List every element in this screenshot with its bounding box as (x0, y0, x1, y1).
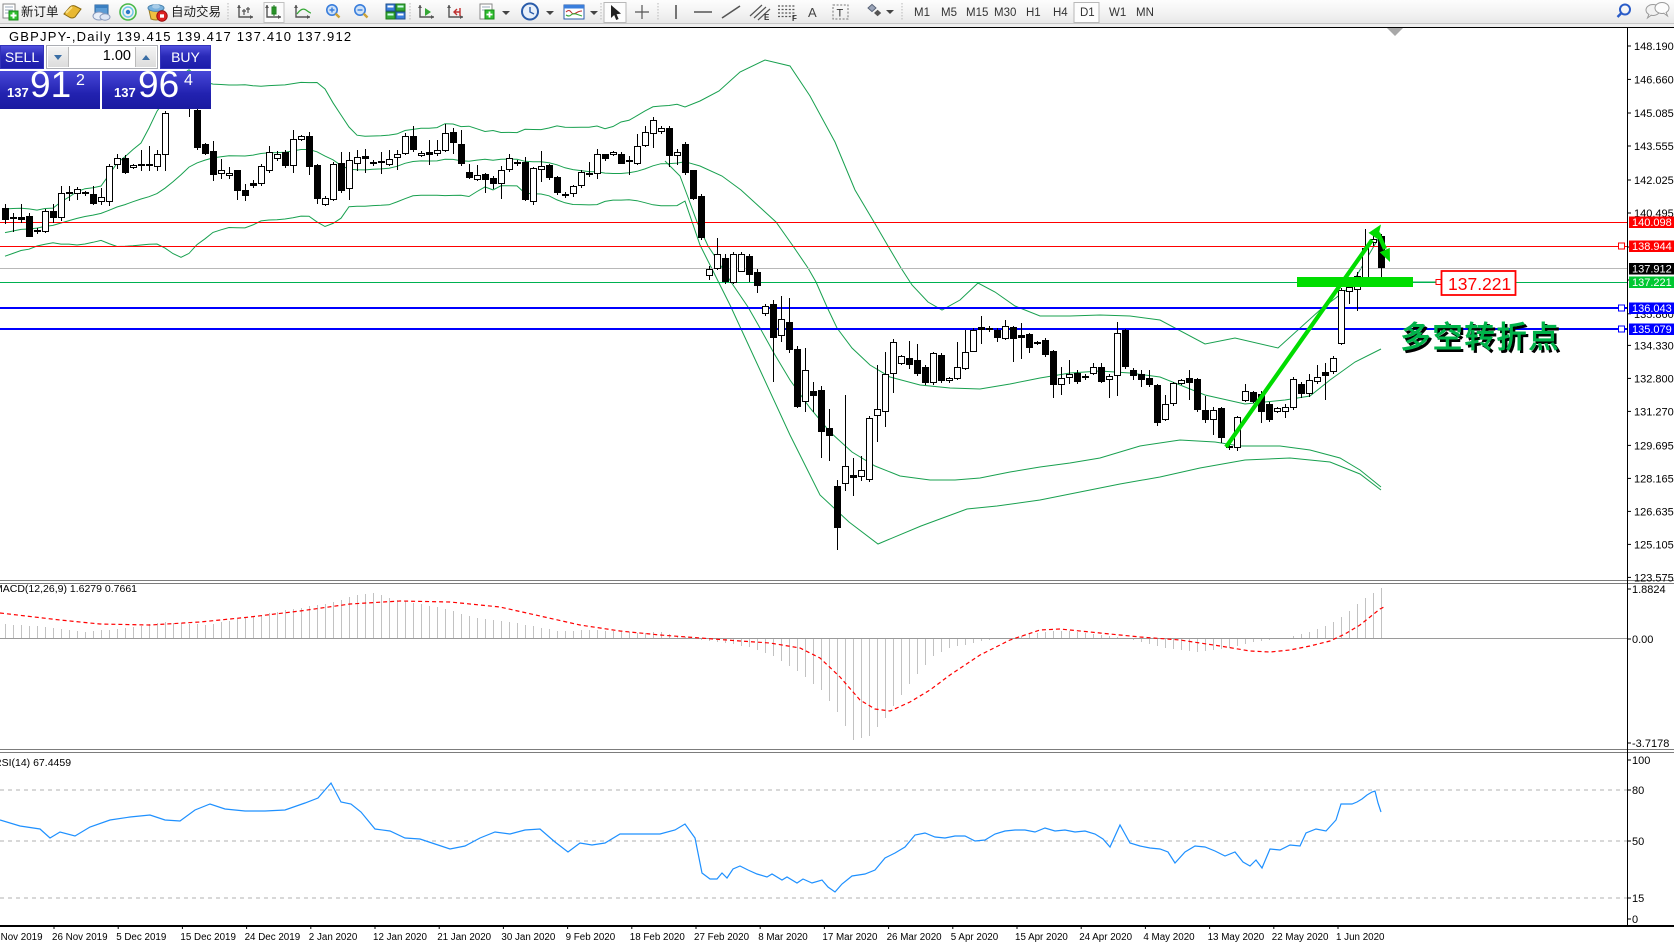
svg-text:-3.7178: -3.7178 (1632, 738, 1669, 750)
svg-text:145.085: 145.085 (1634, 108, 1674, 120)
svg-text:135.079: 135.079 (1632, 324, 1672, 336)
svg-text:138.944: 138.944 (1632, 241, 1672, 253)
svg-text:1 Jun 2020: 1 Jun 2020 (1336, 932, 1385, 943)
svg-text:26 Mar 2020: 26 Mar 2020 (887, 932, 943, 943)
svg-text:H4: H4 (1053, 7, 1068, 19)
svg-text:143.555: 143.555 (1634, 141, 1674, 153)
svg-text:17 Mar 2020: 17 Mar 2020 (822, 932, 878, 943)
svg-text:A: A (808, 5, 817, 20)
svg-text:137.912: 137.912 (1632, 264, 1672, 276)
svg-text:26 Nov 2019: 26 Nov 2019 (52, 932, 108, 943)
svg-text:13 May 2020: 13 May 2020 (1208, 932, 1265, 943)
svg-text:D1: D1 (1080, 7, 1095, 19)
svg-text:148.190: 148.190 (1634, 41, 1674, 53)
svg-text:146.660: 146.660 (1634, 74, 1674, 86)
svg-text:E: E (764, 13, 770, 22)
svg-text:123.575: 123.575 (1634, 572, 1674, 584)
svg-text:M30: M30 (994, 7, 1016, 19)
svg-text:M5: M5 (941, 7, 957, 19)
svg-text:50: 50 (1632, 836, 1644, 848)
svg-text:129.695: 129.695 (1634, 440, 1674, 452)
svg-text:9 Feb 2020: 9 Feb 2020 (566, 932, 616, 943)
svg-text:27 Feb 2020: 27 Feb 2020 (694, 932, 750, 943)
svg-text:新订单: 新订单 (21, 4, 59, 19)
svg-text:100: 100 (1632, 755, 1650, 767)
svg-text:RSI(14) 67.4459: RSI(14) 67.4459 (0, 757, 71, 769)
svg-text:21 Jan 2020: 21 Jan 2020 (437, 932, 491, 943)
svg-text:M1: M1 (914, 7, 930, 19)
svg-text:131.270: 131.270 (1634, 406, 1674, 418)
svg-text:8 Mar 2020: 8 Mar 2020 (758, 932, 808, 943)
svg-text:132.800: 132.800 (1634, 373, 1674, 385)
svg-text:5 Dec 2019: 5 Dec 2019 (116, 932, 166, 943)
svg-text:T: T (837, 8, 844, 20)
svg-text:137.221: 137.221 (1632, 277, 1672, 289)
svg-text:80: 80 (1632, 785, 1644, 797)
svg-text:2 Jan 2020: 2 Jan 2020 (309, 932, 358, 943)
svg-text:142.025: 142.025 (1634, 175, 1674, 187)
svg-text:W1: W1 (1109, 7, 1126, 19)
svg-text:0.00: 0.00 (1632, 634, 1653, 646)
svg-text:4 May 2020: 4 May 2020 (1143, 932, 1195, 943)
svg-text:134.330: 134.330 (1634, 340, 1674, 352)
svg-text:15 Apr 2020: 15 Apr 2020 (1015, 932, 1068, 943)
svg-text:24 Apr 2020: 24 Apr 2020 (1079, 932, 1132, 943)
svg-text:22 May 2020: 22 May 2020 (1272, 932, 1329, 943)
svg-text:136.043: 136.043 (1632, 303, 1672, 315)
svg-text:126.635: 126.635 (1634, 506, 1674, 518)
svg-text:1.8824: 1.8824 (1632, 584, 1666, 596)
svg-text:18 Feb 2020: 18 Feb 2020 (630, 932, 686, 943)
svg-text:F: F (792, 14, 797, 23)
svg-text:137.221: 137.221 (1448, 274, 1511, 294)
svg-text:125.105: 125.105 (1634, 539, 1674, 551)
svg-text:MACD(12,26,9) 1.6279 0.7661: MACD(12,26,9) 1.6279 0.7661 (0, 583, 137, 595)
svg-text:H1: H1 (1026, 7, 1041, 19)
svg-text:30 Jan 2020: 30 Jan 2020 (501, 932, 555, 943)
svg-text:多空转折点: 多空转折点 (1403, 324, 1563, 357)
svg-text:17 Nov 2019: 17 Nov 2019 (0, 932, 43, 943)
svg-text:多空转折点: 多空转折点 (1401, 322, 1561, 355)
svg-text:5 Apr 2020: 5 Apr 2020 (951, 932, 999, 943)
svg-text:0: 0 (1632, 914, 1638, 926)
svg-text:140.098: 140.098 (1632, 217, 1672, 229)
svg-text:M15: M15 (966, 7, 988, 19)
svg-text:24 Dec 2019: 24 Dec 2019 (245, 932, 301, 943)
svg-text:MN: MN (1136, 7, 1154, 19)
svg-text:GBPJPY-,Daily 139.415 139.417: GBPJPY-,Daily 139.415 139.417 137.410 13… (9, 29, 352, 44)
svg-text:12 Jan 2020: 12 Jan 2020 (373, 932, 427, 943)
svg-text:15: 15 (1632, 893, 1644, 905)
svg-text:15 Dec 2019: 15 Dec 2019 (180, 932, 236, 943)
svg-text:自动交易: 自动交易 (171, 4, 221, 19)
svg-text:128.165: 128.165 (1634, 473, 1674, 485)
